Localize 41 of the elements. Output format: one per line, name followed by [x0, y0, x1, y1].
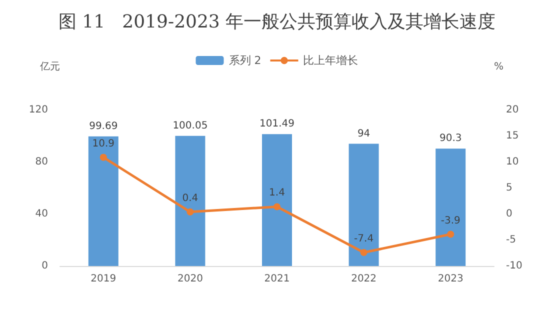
y2-tick-label: 10	[506, 156, 519, 168]
x-tick-label: 2021	[264, 274, 290, 284]
y-tick-label: 0	[42, 260, 48, 272]
data-label: 1.4	[269, 188, 285, 199]
data-label: 94	[357, 128, 370, 140]
bar	[262, 134, 292, 266]
bar	[88, 136, 118, 266]
x-tick-label: 2020	[177, 274, 203, 284]
y2-tick-label: -10	[506, 260, 522, 272]
y-tick-label: 80	[35, 156, 48, 168]
data-label: 99.69	[89, 120, 118, 132]
data-label: 101.49	[260, 118, 294, 130]
data-label: 0.4	[182, 192, 198, 204]
y2-tick-label: 5	[506, 182, 512, 194]
data-label: -7.4	[354, 233, 374, 244]
data-label: -3.9	[440, 215, 460, 226]
point	[447, 230, 454, 238]
y2-axis-title: %	[494, 62, 504, 72]
y-axis-title: 亿元	[39, 62, 60, 72]
chart-title: 图 11 2019-2023 年一般公共预算收入及其增长速度	[58, 12, 496, 32]
legend-label: 比上年增长	[303, 54, 358, 67]
x-tick-label: 2019	[90, 274, 116, 284]
x-tick-label: 2022	[351, 274, 377, 284]
data-label: 90.3	[439, 133, 462, 144]
y-tick-label: 120	[28, 104, 48, 116]
bar	[175, 136, 206, 266]
x-tick-label: 2023	[438, 274, 464, 284]
legend-label: 系列 2	[228, 54, 262, 67]
point	[100, 154, 107, 161]
bar	[436, 148, 466, 266]
y2-tick-label: 15	[506, 130, 519, 142]
bar	[348, 144, 379, 266]
point	[274, 203, 280, 210]
data-label: 10.9	[92, 138, 115, 150]
data-label: 100.05	[172, 120, 208, 132]
y2-tick-label: -5	[506, 234, 516, 246]
point	[186, 208, 194, 216]
y2-tick-label: 20	[506, 104, 519, 116]
y2-tick-label: 0	[506, 208, 512, 220]
point	[360, 248, 368, 256]
y-tick-label: 40	[35, 208, 48, 220]
